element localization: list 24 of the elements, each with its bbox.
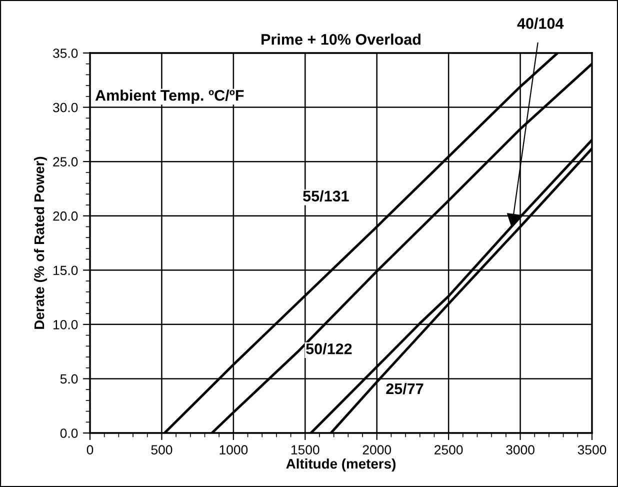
y-axis-title: Derate (% of Rated Power) xyxy=(34,156,47,329)
y-tick-label: 25.0 xyxy=(53,157,78,166)
x-tick-label: 2500 xyxy=(434,445,463,454)
annotation: 55/131 xyxy=(303,190,349,202)
x-tick-label: 1000 xyxy=(220,445,248,454)
x-tick-label: 1500 xyxy=(291,445,320,454)
x-tick-label: 3000 xyxy=(506,445,534,454)
x-axis-title: Altitude (meters) xyxy=(286,458,396,472)
x-tick-label: 0 xyxy=(86,445,94,454)
annotation: 50/122 xyxy=(306,343,352,354)
y-tick-label: 35.0 xyxy=(53,48,78,58)
chart-title: Prime + 10% Overload xyxy=(262,34,420,45)
annotation: Ambient Temp. ºC/ºF xyxy=(95,90,244,104)
x-tick-label: 2000 xyxy=(362,445,392,454)
annotation: 40/104 xyxy=(517,18,564,30)
y-tick-label: 15.0 xyxy=(54,266,78,276)
y-tick-label: 5.0 xyxy=(60,374,78,384)
y-tick-label: 20.0 xyxy=(53,211,78,221)
y-tick-label: 10.0 xyxy=(54,320,78,330)
y-tick-label: 0.0 xyxy=(60,428,78,438)
x-tick-label: 3500 xyxy=(578,445,606,454)
y-tick-label: 30.0 xyxy=(53,102,78,112)
annotation: 25/77 xyxy=(386,382,424,394)
x-tick-label: 500 xyxy=(151,445,172,454)
